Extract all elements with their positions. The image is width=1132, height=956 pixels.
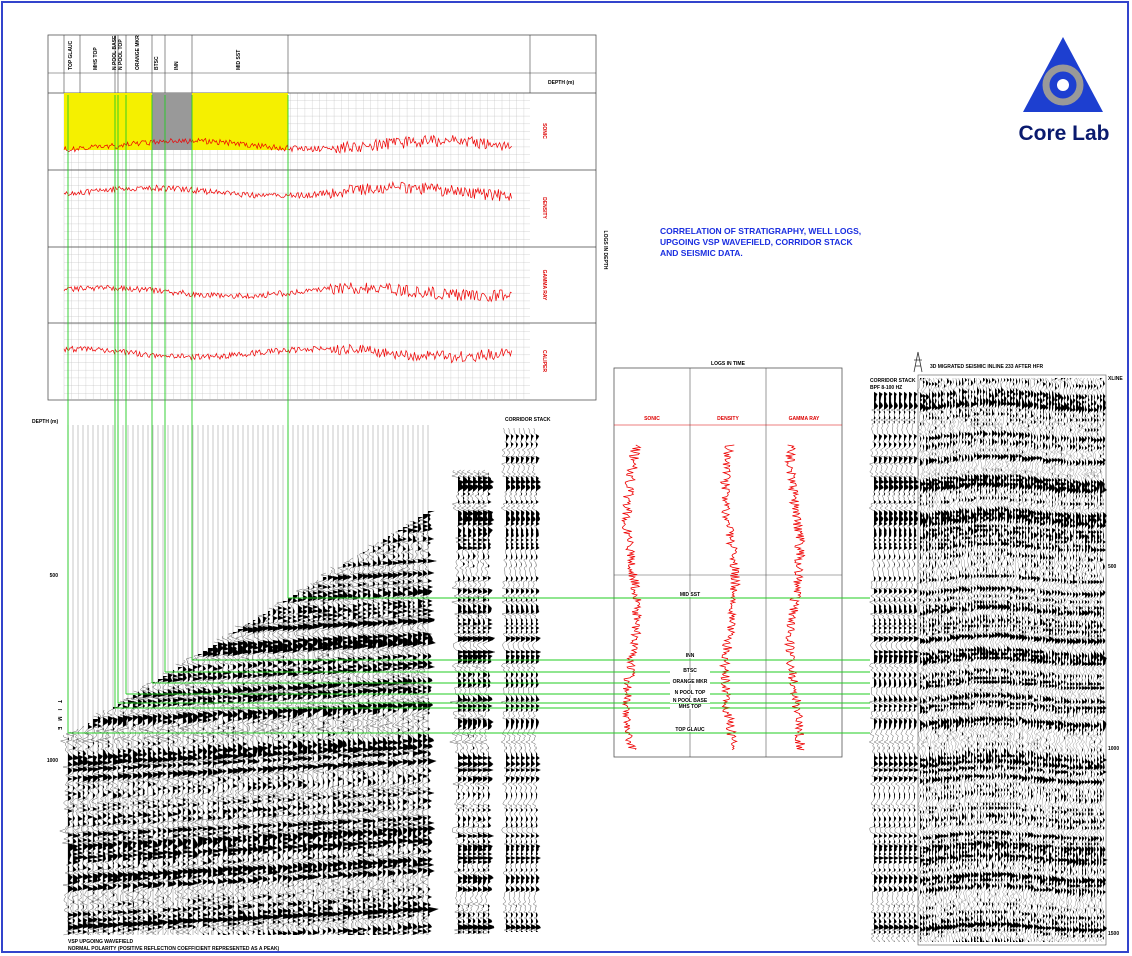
corridor-title-right: CORRIDOR STACK xyxy=(870,378,916,384)
logo-text: Core Lab xyxy=(1018,122,1109,145)
logo-center xyxy=(1057,79,1069,91)
logs-depth-title: LOGS IN DEPTH xyxy=(602,231,608,270)
vsp-depth-label: DEPTH (m) xyxy=(32,419,58,425)
formation-label: INN xyxy=(174,61,180,70)
formation-label: MHS TOP xyxy=(93,47,99,70)
corridor-title: CORRIDOR STACK xyxy=(505,417,551,423)
logs-time-title: LOGS IN TIME xyxy=(711,361,746,367)
horizon-label: ORANGE MKR xyxy=(673,679,708,685)
track-label: GAMMA RAY xyxy=(789,416,820,422)
track-label: DENSITY xyxy=(541,197,547,219)
vsp-caption: VSP UPGOING WAVEFIELD xyxy=(68,939,133,945)
body: Core Lab CORRELATION OF STRATIGRAPHY, WE… xyxy=(0,0,1132,956)
zone-fill xyxy=(64,93,152,150)
track-label: CALIPER xyxy=(541,350,547,372)
time-tick: 1500 xyxy=(1108,931,1119,937)
depth-label: DEPTH (m) xyxy=(548,80,574,86)
track-label: GAMMA RAY xyxy=(541,270,547,301)
horizon-label: MID SST xyxy=(680,592,700,598)
track-label: SONIC xyxy=(541,123,547,139)
seismic-title: 3D MIGRATED SEISMIC INLINE 233 AFTER HFR xyxy=(930,364,1043,370)
horizon-label: INN xyxy=(686,653,695,659)
formation-label: N POOL TOP xyxy=(118,39,124,70)
vsp-note: NORMAL POLARITY (POSITIVE REFLECTION COE… xyxy=(68,946,280,952)
corridor-filter: BPF 8-100 HZ xyxy=(870,385,902,391)
page: VSP Correlation {"header": {"title_lines… xyxy=(0,0,1132,956)
track-label: SONIC xyxy=(644,416,660,422)
zone-fill xyxy=(152,93,192,150)
time-tick: 1000 xyxy=(1108,746,1119,752)
title-line: CORRELATION OF STRATIGRAPHY, WELL LOGS, xyxy=(660,226,861,236)
horizon-label: BTSC xyxy=(683,668,697,674)
formation-label: BTSC xyxy=(154,56,160,70)
title-line: AND SEISMIC DATA. xyxy=(660,248,743,258)
time-tick: 500 xyxy=(50,573,59,579)
title-line: UPGOING VSP WAVEFIELD, CORRIDOR STACK xyxy=(660,237,854,247)
formation-label: MID SST xyxy=(236,50,242,70)
time-tick: 500 xyxy=(1108,564,1117,570)
horizon-label: MHS TOP xyxy=(679,704,702,710)
track-label: DENSITY xyxy=(717,416,739,422)
time-tick: 1000 xyxy=(47,758,58,764)
horizon-label: N POOL TOP xyxy=(675,690,706,696)
formation-label: TOP GLAUC xyxy=(68,40,74,70)
formation-label: ORANGE MKR xyxy=(135,35,141,70)
horizon-label: TOP GLAUC xyxy=(675,727,705,733)
time-label: TIME xyxy=(56,700,62,736)
poster: Core Lab CORRELATION OF STRATIGRAPHY, WE… xyxy=(0,0,1132,956)
xline-label: XLINE xyxy=(1108,376,1123,382)
